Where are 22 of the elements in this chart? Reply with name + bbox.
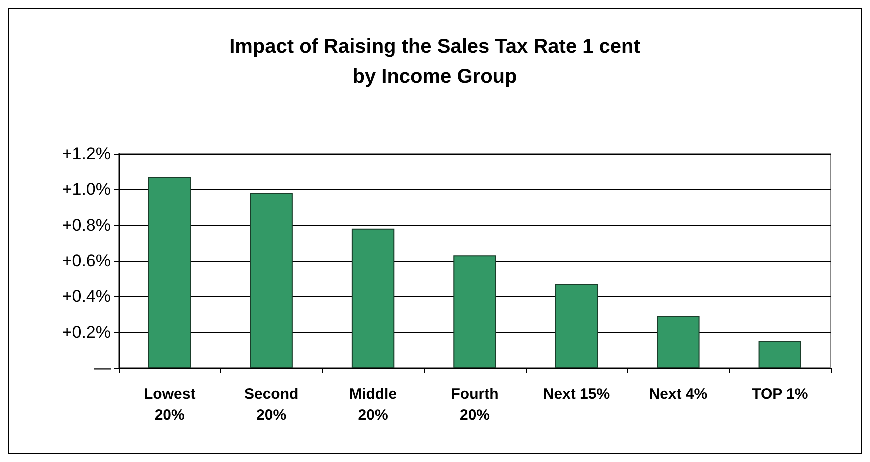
x-tick-label: Fourth 20% (451, 386, 499, 424)
chart-title: Impact of Raising the Sales Tax Rate 1 cent by Income Group (230, 36, 641, 88)
bar (352, 228, 395, 368)
y-tick-label: — (94, 358, 111, 378)
bar (148, 177, 192, 368)
y-tick-label: +1.2% (62, 144, 111, 164)
bar (758, 341, 802, 368)
x-tick-label: TOP 1% (752, 386, 808, 403)
y-tick-label: +0.4% (62, 287, 111, 306)
x-tick-label: Next 4% (649, 386, 708, 403)
y-tick-label: +1.0% (62, 180, 111, 200)
y-tick-label: +0.2% (62, 322, 111, 342)
x-tick-label: Middle 20% (350, 386, 398, 424)
bar (657, 316, 700, 368)
x-tick-label: Next 15% (543, 386, 610, 403)
y-tick-label: +0.8% (62, 216, 111, 235)
bar (250, 193, 293, 368)
y-tick-label: +0.6% (62, 252, 111, 270)
bar (555, 284, 598, 368)
x-tick-label: Lowest 20% (144, 386, 196, 424)
x-tick-label: Second 20% (244, 386, 299, 424)
bar (454, 256, 496, 368)
